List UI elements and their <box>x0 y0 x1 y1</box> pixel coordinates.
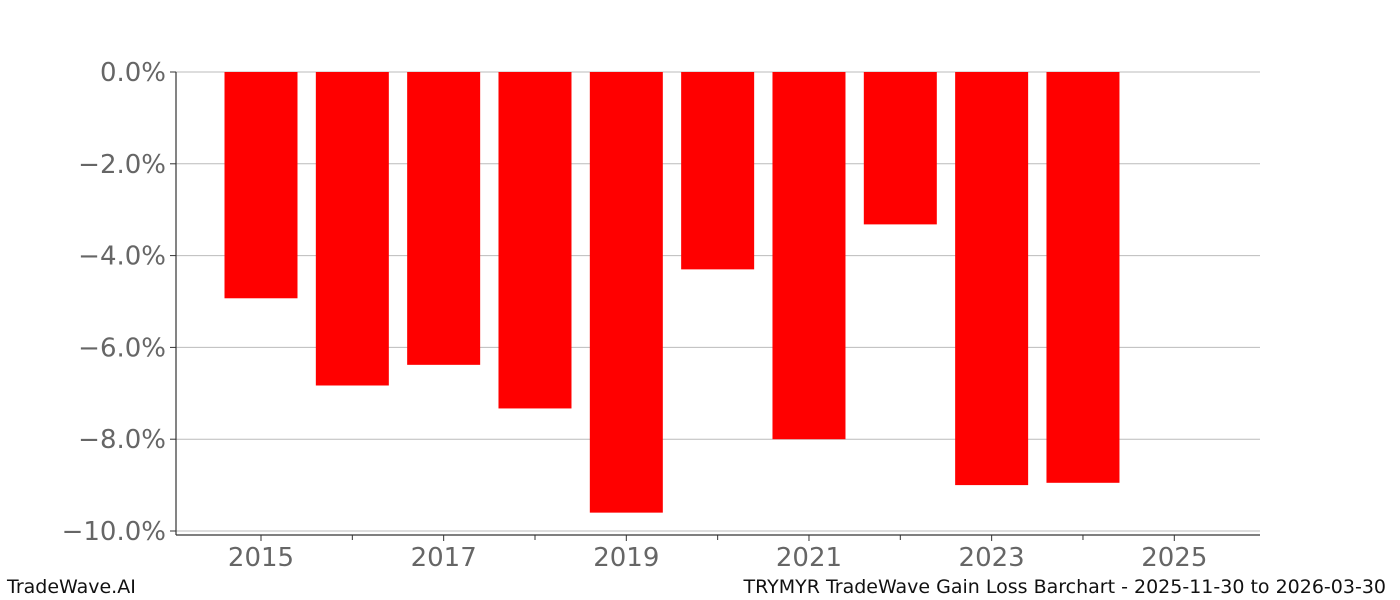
bar-2020 <box>681 72 755 270</box>
x-ticks: 2015 2017 2019 2021 2023 2025 <box>228 535 1207 573</box>
x-tick-label: 2023 <box>959 543 1025 573</box>
bar-2023 <box>955 72 1029 486</box>
x-tick-label: 2019 <box>593 543 659 573</box>
bar-2017 <box>407 72 481 365</box>
x-tick-label: 2017 <box>411 543 477 573</box>
bar-2022 <box>863 72 937 225</box>
bar-2019 <box>589 72 663 513</box>
x-tick-label: 2015 <box>228 543 294 573</box>
x-tick-label: 2021 <box>776 543 842 573</box>
y-tick-label: 0.0% <box>100 58 166 88</box>
bar-2016 <box>315 72 389 386</box>
y-tick-label: −2.0% <box>78 150 166 180</box>
x-tick-label: 2025 <box>1141 543 1207 573</box>
brand-label: TradeWave.AI <box>7 576 136 598</box>
y-ticks: 0.0% −2.0% −4.0% −6.0% −8.0% −10.0% <box>62 58 176 547</box>
bar-2015 <box>224 72 298 299</box>
bar-2021 <box>772 72 846 440</box>
chart-caption: TRYMYR TradeWave Gain Loss Barchart - 20… <box>743 576 1386 598</box>
y-tick-label: −10.0% <box>62 517 166 547</box>
bar-series <box>224 72 1120 513</box>
y-tick-label: −6.0% <box>78 333 166 363</box>
y-tick-label: −4.0% <box>78 242 166 272</box>
y-tick-label: −8.0% <box>78 425 166 455</box>
bar-2018 <box>498 72 572 409</box>
bar-2024 <box>1046 72 1120 483</box>
